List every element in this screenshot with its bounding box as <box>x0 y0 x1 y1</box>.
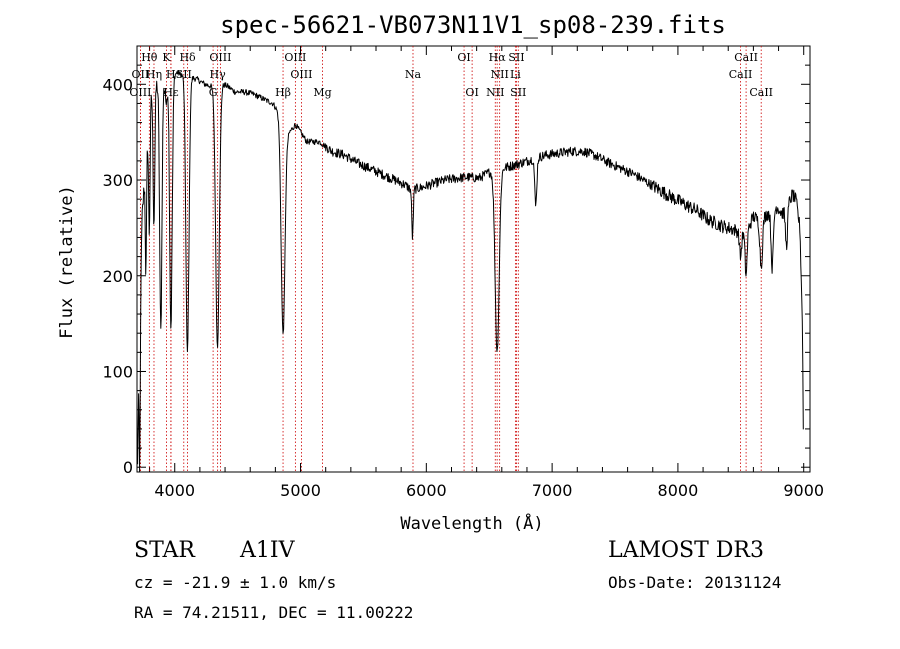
line-marker-label: OIII <box>290 68 312 81</box>
object-class: STAR <box>134 538 195 563</box>
y-axis-label: Flux (relative) <box>57 185 77 339</box>
y-tick-label: 200 <box>102 267 133 286</box>
spectrum-line <box>137 70 804 473</box>
obs-date: Obs-Date: 20131124 <box>608 573 782 592</box>
survey-name: LAMOST DR3 <box>608 538 764 563</box>
line-marker-label: Hδ <box>179 51 196 64</box>
line-marker-label: SII <box>176 68 192 81</box>
x-tick-label: 8000 <box>658 481 699 500</box>
line-marker-label: OII <box>132 68 150 81</box>
y-tick-label: 100 <box>102 362 133 381</box>
line-marker-label: OI <box>465 86 478 99</box>
line-marker-label: K <box>162 51 171 64</box>
coordinates: RA = 74.21511, DEC = 11.00222 <box>134 603 414 622</box>
line-marker-label: Hβ <box>275 86 291 99</box>
x-tick-label: 4000 <box>154 481 195 500</box>
line-marker-label: NII <box>486 86 504 99</box>
line-marker-label: OIII <box>209 51 231 64</box>
x-tick-label: 7000 <box>532 481 573 500</box>
x-tick-label: 6000 <box>406 481 447 500</box>
x-tick-label: 5000 <box>280 481 321 500</box>
line-marker-label: Hα <box>489 51 507 64</box>
line-marker-label: Hγ <box>210 68 227 81</box>
y-tick-label: 300 <box>102 171 133 190</box>
line-marker-label: CaII <box>749 86 773 99</box>
line-marker-label: Hη <box>146 68 162 81</box>
line-marker-label: SII <box>508 51 524 64</box>
line-marker-label: NII <box>491 68 509 81</box>
line-marker-label: OIII <box>129 86 151 99</box>
chart-title: spec-56621-VB073N11V1_sp08-239.fits <box>220 11 726 39</box>
line-marker-label: H <box>166 68 176 81</box>
line-marker-label: Hε <box>163 86 179 99</box>
line-marker-label: CaII <box>729 68 753 81</box>
line-marker-label: CaII <box>734 51 758 64</box>
line-marker-label: Mg <box>313 86 331 99</box>
x-tick-label: 9000 <box>783 481 824 500</box>
velocity-readout: cz = -21.9 ± 1.0 km/s <box>134 573 337 592</box>
line-marker-label: G <box>209 86 218 99</box>
plot-frame <box>136 45 811 473</box>
x-axis-label: Wavelength (Å) <box>400 512 543 534</box>
line-marker-label: Hθ <box>141 51 158 64</box>
line-marker-label: OIII <box>284 51 306 64</box>
line-marker-label: SII <box>510 86 526 99</box>
object-subclass: A1IV <box>240 538 295 563</box>
y-tick-label: 400 <box>102 75 133 94</box>
line-marker-label: OI <box>457 51 470 64</box>
y-tick-label: 0 <box>123 458 133 477</box>
line-marker-label: Na <box>405 68 422 81</box>
line-marker-label: Li <box>510 68 521 81</box>
